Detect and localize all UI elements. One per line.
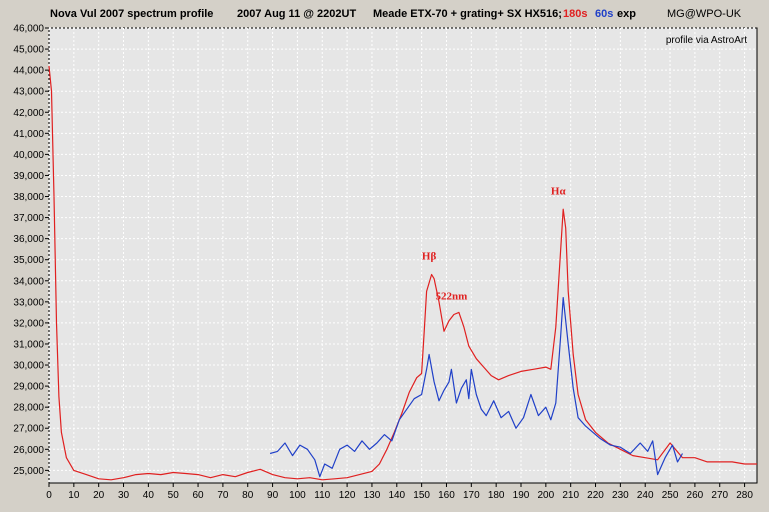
x-axis-ticks: 0 10 20 30 40 50 60 70 80 90 100 110 120 130 140 150 160…: [46, 483, 753, 501]
y-tick-label: 41,000: [13, 129, 44, 140]
x-tick-label: 190: [513, 490, 530, 501]
y-tick-label: 37,000: [13, 213, 44, 224]
x-tick-label: 10: [68, 490, 80, 501]
y-tick-label: 28,000: [13, 403, 44, 414]
exposure-suffix: exp: [617, 8, 636, 20]
x-tick-label: 30: [118, 490, 130, 501]
annotation-label: Hβ: [422, 251, 437, 263]
y-tick-label: 33,000: [13, 297, 44, 308]
y-tick-label: 32,000: [13, 318, 44, 329]
x-tick-label: 220: [587, 490, 604, 501]
author-credit: MG@WPO-UK: [667, 8, 742, 20]
annotation-layer: Hβ 522nm Hα: [422, 185, 567, 302]
annotation-label: 522nm: [436, 291, 468, 303]
x-tick-label: 240: [637, 490, 654, 501]
x-tick-label: 20: [93, 490, 105, 501]
equipment-setup: Meade ETX-70 + grating+ SX HX516;: [373, 8, 562, 20]
y-axis-ticks: 25,000 26,000 27,000 28,000 29,000 30,000 31,0…: [13, 24, 49, 477]
x-tick-label: 40: [143, 490, 155, 501]
y-tick-label: 29,000: [13, 382, 44, 393]
x-tick-label: 130: [364, 490, 381, 501]
x-tick-label: 270: [711, 490, 728, 501]
exposure-red: 180s: [563, 8, 588, 20]
y-tick-label: 43,000: [13, 87, 44, 98]
x-tick-label: 90: [267, 490, 279, 501]
x-tick-label: 230: [612, 490, 629, 501]
y-tick-label: 34,000: [13, 276, 44, 287]
y-tick-label: 25,000: [13, 466, 44, 477]
x-tick-label: 140: [388, 490, 405, 501]
x-tick-label: 170: [463, 490, 480, 501]
y-tick-label: 38,000: [13, 192, 44, 203]
y-tick-label: 27,000: [13, 424, 44, 435]
chart-header: Nova Vul 2007 spectrum profile 2007 Aug …: [0, 0, 769, 26]
x-tick-label: 160: [438, 490, 455, 501]
y-tick-label: 39,000: [13, 171, 44, 182]
x-tick-label: 0: [46, 490, 52, 501]
x-tick-label: 150: [413, 490, 430, 501]
y-tick-label: 40,000: [13, 150, 44, 161]
x-tick-label: 100: [289, 490, 306, 501]
grid-lines: [48, 27, 757, 483]
y-tick-label: 36,000: [13, 234, 44, 245]
x-tick-label: 50: [168, 490, 180, 501]
y-tick-label: 45,000: [13, 45, 44, 56]
observation-date: 2007 Aug 11 @ 2202UT: [237, 8, 357, 20]
x-tick-label: 80: [242, 490, 254, 501]
y-tick-label: 35,000: [13, 255, 44, 266]
y-tick-label: 31,000: [13, 339, 44, 350]
watermark: profile via AstroArt: [666, 35, 747, 46]
series-line-red: [48, 65, 757, 481]
x-tick-label: 180: [488, 490, 505, 501]
x-tick-label: 260: [687, 490, 704, 501]
series-layer: [48, 65, 757, 481]
x-tick-label: 60: [192, 490, 204, 501]
x-tick-label: 210: [562, 490, 579, 501]
x-tick-label: 250: [662, 490, 679, 501]
x-tick-label: 120: [339, 490, 356, 501]
annotation-label: Hα: [551, 185, 567, 197]
x-tick-label: 70: [217, 490, 229, 501]
y-tick-label: 44,000: [13, 66, 44, 77]
series-line-blue: [269, 297, 684, 478]
y-tick-label: 26,000: [13, 445, 44, 456]
chart-title: Nova Vul 2007 spectrum profile: [50, 8, 214, 20]
y-tick-label: 42,000: [13, 108, 44, 119]
x-tick-label: 110: [314, 490, 330, 501]
y-tick-label: 46,000: [13, 24, 44, 35]
y-tick-label: 30,000: [13, 361, 44, 372]
exposure-blue: 60s: [595, 8, 614, 20]
x-tick-label: 280: [736, 490, 753, 501]
x-tick-label: 200: [537, 490, 554, 501]
